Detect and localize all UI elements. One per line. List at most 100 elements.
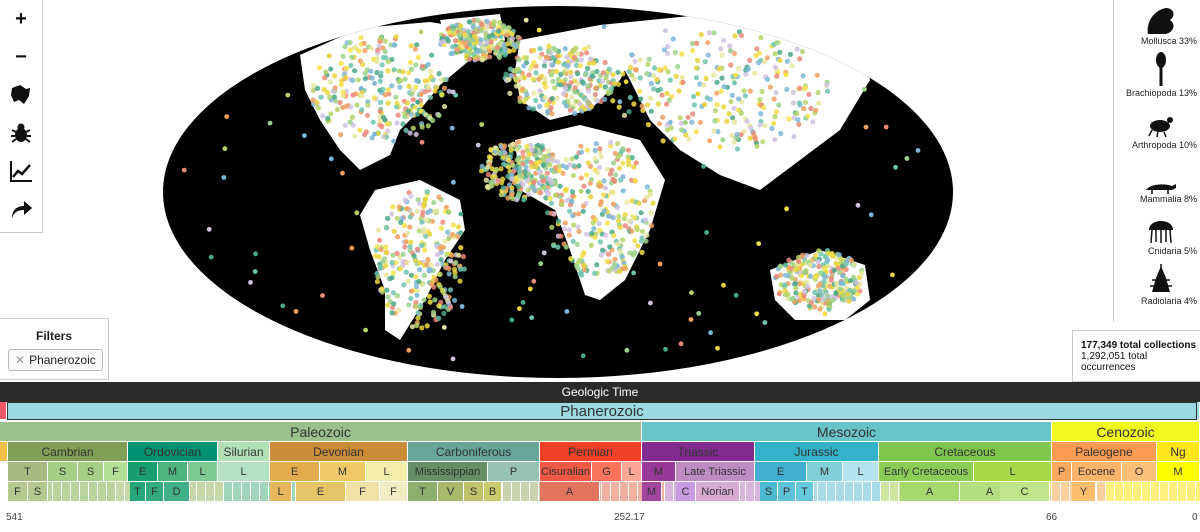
occurrence-point[interactable]: [352, 45, 358, 51]
occurrence-point[interactable]: [769, 125, 775, 131]
period-cambrian[interactable]: Cambrian: [8, 442, 128, 462]
occurrence-point[interactable]: [660, 114, 666, 120]
occurrence-point[interactable]: [678, 127, 685, 133]
occurrence-point[interactable]: [573, 154, 580, 160]
occurrence-point[interactable]: [570, 172, 577, 178]
occurrence-point[interactable]: [863, 124, 869, 130]
occurrence-point[interactable]: [549, 95, 555, 102]
occurrence-point[interactable]: [428, 262, 434, 268]
filter-chip-phanerozoic[interactable]: ✕ Phanerozoic: [8, 349, 103, 371]
occurrence-point[interactable]: [535, 142, 541, 148]
age-cell[interactable]: [197, 482, 206, 502]
occurrence-point[interactable]: [760, 139, 766, 145]
occurrence-point[interactable]: [829, 251, 835, 257]
occurrence-point[interactable]: [904, 156, 910, 161]
occurrence-point[interactable]: [400, 259, 406, 265]
occurrence-point[interactable]: [310, 97, 316, 103]
epoch-cell[interactable]: L: [366, 462, 408, 482]
occurrence-point[interactable]: [280, 303, 286, 309]
occurrence-point[interactable]: [383, 225, 389, 231]
occurrence-point[interactable]: [515, 157, 521, 163]
occurrence-point[interactable]: [385, 128, 391, 134]
age-cell[interactable]: [1142, 482, 1151, 502]
occurrence-point[interactable]: [376, 254, 382, 260]
occurrence-point[interactable]: [586, 60, 593, 66]
occurrence-point[interactable]: [563, 156, 569, 162]
age-cell[interactable]: T: [796, 482, 814, 502]
epoch-cell[interactable]: Late Triassic: [676, 462, 755, 482]
occurrence-point[interactable]: [777, 263, 784, 269]
occurrence-point[interactable]: [500, 185, 506, 191]
occurrence-point[interactable]: [562, 187, 568, 194]
occurrence-point[interactable]: [789, 63, 795, 69]
occurrence-point[interactable]: [374, 270, 380, 277]
occurrence-point[interactable]: [553, 47, 559, 53]
epoch-cell[interactable]: P: [1052, 462, 1072, 482]
occurrence-point[interactable]: [253, 251, 258, 257]
occurrence-point[interactable]: [826, 306, 832, 312]
occurrence-point[interactable]: [467, 56, 473, 62]
occurrence-point[interactable]: [689, 40, 696, 47]
occurrence-point[interactable]: [847, 287, 853, 294]
occurrence-point[interactable]: [651, 73, 657, 79]
occurrence-point[interactable]: [615, 81, 622, 87]
occurrence-point[interactable]: [458, 230, 464, 236]
occurrence-point[interactable]: [680, 79, 686, 85]
age-cell[interactable]: [215, 482, 224, 502]
occurrence-point[interactable]: [667, 77, 673, 83]
age-cell[interactable]: [71, 482, 80, 502]
occurrence-point[interactable]: [349, 54, 355, 60]
occurrence-point[interactable]: [316, 65, 323, 71]
occurrence-point[interactable]: [431, 199, 437, 206]
occurrence-point[interactable]: [530, 106, 537, 112]
occurrence-point[interactable]: [314, 100, 320, 106]
occurrence-point[interactable]: [717, 144, 723, 150]
occurrence-point[interactable]: [505, 173, 511, 179]
occurrence-point[interactable]: [742, 93, 749, 99]
occurrence-point[interactable]: [536, 159, 542, 165]
occurrence-point[interactable]: [412, 46, 418, 52]
occurrence-point[interactable]: [582, 106, 588, 112]
occurrence-point[interactable]: [794, 46, 800, 52]
occurrence-point[interactable]: [495, 178, 501, 184]
occurrence-point[interactable]: [521, 154, 527, 160]
age-cell[interactable]: T: [130, 482, 146, 502]
occurrence-point[interactable]: [631, 164, 637, 170]
occurrence-point[interactable]: [694, 40, 700, 47]
occurrence-point[interactable]: [802, 99, 809, 105]
occurrence-point[interactable]: [440, 39, 446, 45]
occurrence-point[interactable]: [369, 75, 375, 81]
occurrence-point[interactable]: [338, 82, 344, 88]
occurrence-point[interactable]: [208, 254, 214, 260]
occurrence-point[interactable]: [340, 104, 346, 111]
age-cell[interactable]: [1124, 482, 1133, 502]
occurrence-point[interactable]: [424, 323, 430, 329]
occurrence-point[interactable]: [537, 88, 543, 94]
occurrence-point[interactable]: [439, 92, 445, 98]
occurrence-point[interactable]: [460, 254, 467, 260]
occurrence-point[interactable]: [619, 254, 625, 260]
occurrence-point[interactable]: [383, 249, 389, 255]
taxon-cnidaria[interactable]: Cnidaria 5%: [1114, 212, 1200, 256]
occurrence-point[interactable]: [581, 266, 588, 273]
occurrence-point[interactable]: [592, 91, 599, 98]
occurrence-point[interactable]: [520, 181, 526, 188]
occurrence-point[interactable]: [446, 209, 452, 215]
occurrence-point[interactable]: [417, 260, 423, 266]
age-cell[interactable]: [260, 482, 269, 502]
occurrence-point[interactable]: [543, 195, 549, 201]
epoch-cell[interactable]: O: [1122, 462, 1157, 482]
occurrence-point[interactable]: [537, 46, 543, 52]
occurrence-point[interactable]: [509, 31, 515, 37]
occurrence-point[interactable]: [379, 286, 385, 292]
occurrence-point[interactable]: [453, 259, 459, 266]
occurrence-point[interactable]: [359, 92, 365, 99]
occurrence-point[interactable]: [506, 48, 513, 54]
occurrence-point[interactable]: [501, 42, 507, 48]
occurrence-point[interactable]: [509, 36, 516, 42]
occurrence-point[interactable]: [756, 50, 763, 56]
occurrence-point[interactable]: [568, 73, 574, 80]
occurrence-point[interactable]: [712, 108, 719, 114]
occurrence-point[interactable]: [576, 163, 582, 169]
occurrence-point[interactable]: [568, 69, 574, 75]
